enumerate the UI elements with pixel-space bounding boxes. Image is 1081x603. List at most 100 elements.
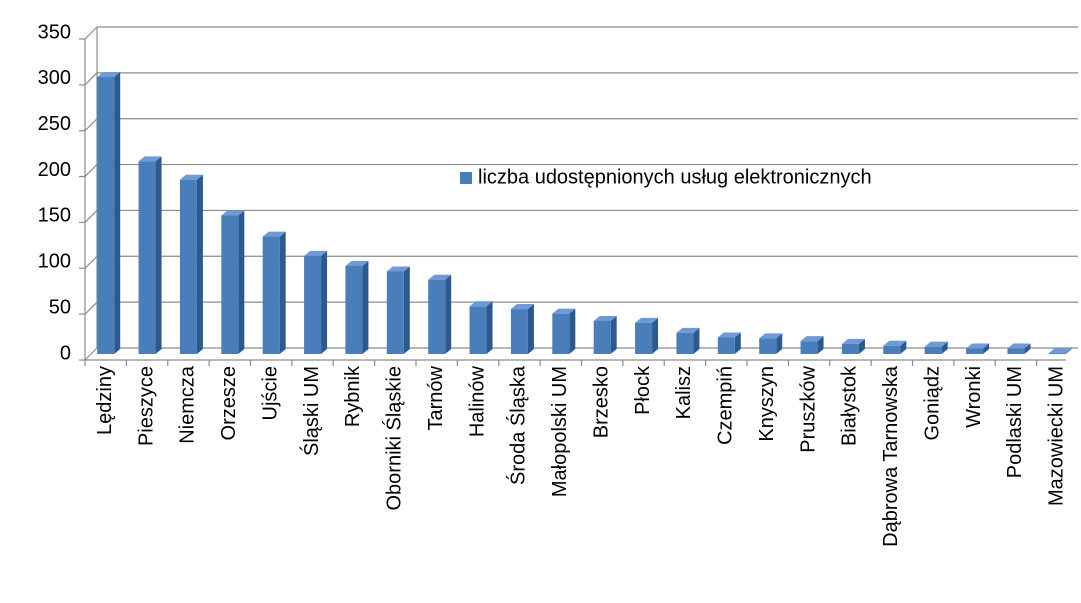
bar-side <box>776 333 783 354</box>
bar <box>966 348 984 354</box>
bar-side <box>652 317 659 354</box>
y-tick-label: 200 <box>38 159 71 181</box>
bar-top <box>304 250 328 256</box>
x-tick-label: Rybnik <box>342 365 364 427</box>
y-tick-label: 50 <box>49 296 71 318</box>
x-tick-label: Białystok <box>839 365 861 446</box>
bar-top <box>221 210 245 216</box>
x-tick-label: Oborniki Śląskie <box>382 366 406 511</box>
y-tick-label: 0 <box>60 342 71 364</box>
bar-top <box>676 327 700 333</box>
bar-top <box>262 231 286 237</box>
grid-diagonal <box>84 72 98 86</box>
bar-side <box>858 338 865 354</box>
bar-top <box>386 266 410 272</box>
x-tick-label: Goniądz <box>921 366 943 441</box>
bar <box>221 215 239 354</box>
bar-top <box>635 317 659 323</box>
bar <box>924 346 942 354</box>
x-tick-label: Dąbrowa Tarnowska <box>880 365 902 547</box>
bar <box>676 332 694 354</box>
bar-top <box>428 274 452 280</box>
bar-side <box>1065 348 1072 354</box>
bar-side <box>155 156 162 354</box>
bar-side <box>445 274 452 354</box>
bar-top <box>800 336 824 342</box>
bar <box>717 337 735 354</box>
bar <box>635 322 653 354</box>
bar-top <box>924 341 948 347</box>
bar <box>883 345 901 354</box>
bar-side <box>527 304 534 354</box>
x-tick-label: Płock <box>632 365 654 415</box>
bar-side <box>279 231 286 354</box>
bar-side <box>610 315 617 354</box>
bar-top <box>469 301 493 307</box>
x-tick-label: Mazowiecki UM <box>1046 366 1068 506</box>
bar-top <box>138 156 162 162</box>
bar <box>179 179 197 354</box>
bar-side <box>362 260 369 354</box>
bar-side <box>734 332 741 354</box>
x-tick-label: Niemcza <box>177 365 199 444</box>
bar-top <box>345 260 369 266</box>
bar-top <box>179 174 203 180</box>
bar-side <box>486 301 493 354</box>
y-tick-label: 350 <box>38 21 71 43</box>
bar <box>262 236 280 354</box>
grid-diagonal <box>84 255 98 269</box>
x-tick-label: Brzesko <box>590 366 612 438</box>
bar-top <box>97 72 121 78</box>
bar-top <box>841 338 865 344</box>
bar-top <box>593 315 617 321</box>
bar <box>469 306 487 354</box>
bar-side <box>569 308 576 354</box>
bar <box>1007 348 1025 354</box>
bar-side <box>941 341 948 354</box>
x-tick-label: Tarnów <box>425 365 447 430</box>
y-tick-label: 250 <box>38 113 71 135</box>
x-tick-label: Ujście <box>259 366 281 420</box>
grid-diagonal <box>84 118 98 132</box>
x-tick-label: Śląski UM <box>299 366 323 456</box>
x-tick-label: Pruszków <box>797 365 819 452</box>
bar <box>345 265 363 354</box>
y-tick-label: 300 <box>38 67 71 89</box>
x-tick-label: Knyszyn <box>756 366 778 442</box>
bar-side <box>321 250 328 354</box>
bar <box>1048 353 1066 354</box>
bar-top <box>510 304 534 310</box>
bar <box>800 341 818 354</box>
bar <box>138 161 156 354</box>
x-tick-label: Kalisz <box>673 366 695 419</box>
bar-side <box>196 174 203 354</box>
bar <box>428 279 446 354</box>
x-tick-label: Lędziny <box>94 366 116 435</box>
bar <box>97 77 115 354</box>
bar-side <box>114 72 121 354</box>
x-tick-label: Orzesze <box>218 366 240 440</box>
x-tick-label: Halinów <box>466 365 488 437</box>
bar <box>593 320 611 354</box>
bar-top <box>1048 348 1072 354</box>
grid-diagonal <box>84 347 98 361</box>
bar-top <box>717 332 741 338</box>
bar <box>759 338 777 354</box>
bar <box>841 343 859 354</box>
bar-top <box>1007 343 1031 349</box>
grid-diagonal <box>84 26 98 40</box>
bar-side <box>1024 343 1031 354</box>
bar-side <box>403 266 410 354</box>
bar-side <box>693 327 700 354</box>
bar-side <box>238 210 245 354</box>
x-tick-label: Czempiń <box>715 366 737 445</box>
x-tick-label: Wronki <box>963 366 985 428</box>
bar-top <box>759 333 783 339</box>
grid-diagonal <box>84 210 98 223</box>
x-tick-label: Małopolski UM <box>549 366 571 497</box>
bar-side <box>900 340 907 354</box>
bar-top <box>552 308 576 314</box>
grid-diagonal <box>84 164 98 177</box>
bar-top <box>883 340 907 346</box>
